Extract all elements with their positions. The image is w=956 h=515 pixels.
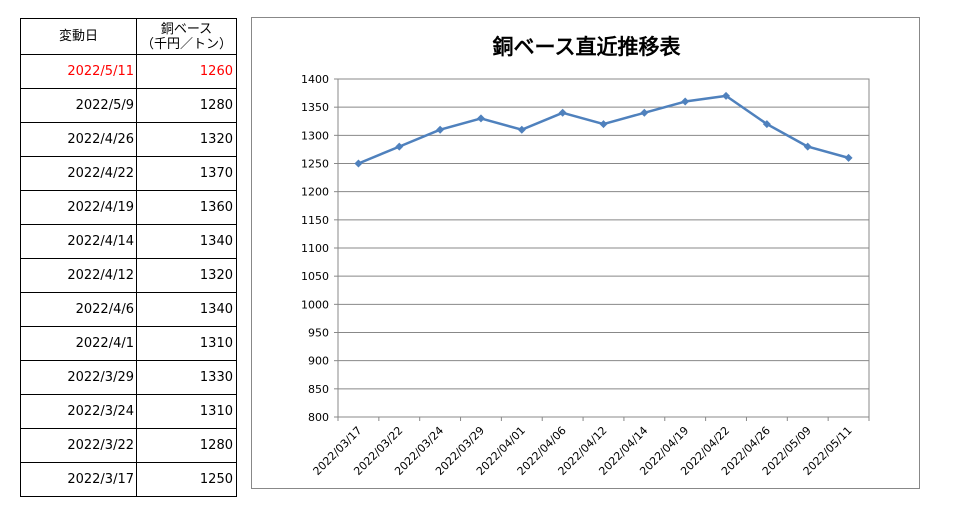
price-cell: 1320 bbox=[136, 122, 237, 157]
data-point bbox=[844, 153, 853, 162]
table-row: 2022/3/24 1310 bbox=[20, 394, 237, 429]
date-cell: 2022/3/24 bbox=[20, 394, 137, 429]
chart-frame: 800 850 900 950 1000 1050 1100 1150 1200 1250 1300… bbox=[251, 17, 920, 489]
table-row: 2022/3/22 1280 bbox=[20, 428, 237, 463]
table-row: 2022/4/22 1370 bbox=[20, 156, 237, 191]
date-cell: 2022/3/22 bbox=[20, 428, 137, 463]
date-cell: 2022/4/1 bbox=[20, 326, 137, 361]
line-chart: 800 850 900 950 1000 1050 1100 1150 1200 1250 1300… bbox=[301, 73, 870, 478]
date-cell: 2022/3/17 bbox=[20, 462, 137, 497]
y-tick-label: 850 bbox=[308, 383, 329, 396]
table-row: 2022/4/1 1310 bbox=[20, 326, 237, 361]
data-point bbox=[476, 114, 485, 123]
price-cell: 1250 bbox=[136, 462, 237, 497]
table-row: 2022/5/9 1280 bbox=[20, 88, 237, 123]
price-cell: 1340 bbox=[136, 292, 237, 327]
y-tick-label: 800 bbox=[308, 411, 329, 424]
price-cell: 1320 bbox=[136, 258, 237, 293]
price-cell: 1280 bbox=[136, 428, 237, 463]
date-cell: 2022/3/29 bbox=[20, 360, 137, 395]
header-price-line1: 銅ベース bbox=[160, 21, 213, 37]
data-point bbox=[803, 142, 812, 151]
table-row: 2022/4/19 1360 bbox=[20, 190, 237, 225]
y-tick-label: 1350 bbox=[301, 101, 329, 114]
date-cell: 2022/5/11 bbox=[20, 54, 137, 89]
table-row: 2022/4/6 1340 bbox=[20, 292, 237, 327]
date-cell: 2022/4/6 bbox=[20, 292, 137, 327]
data-point bbox=[599, 120, 608, 129]
price-table: 変動日 銅ベース （千円／トン） 2022/5/11 1260 2022/5/9 12… bbox=[20, 18, 237, 497]
data-point bbox=[558, 108, 567, 117]
date-cell: 2022/5/9 bbox=[20, 88, 137, 123]
date-cell: 2022/4/22 bbox=[20, 156, 137, 191]
data-point bbox=[517, 125, 526, 134]
data-point bbox=[640, 108, 649, 117]
data-point bbox=[681, 97, 690, 106]
table-row: 2022/4/26 1320 bbox=[20, 122, 237, 157]
data-point bbox=[722, 91, 731, 100]
data-point bbox=[354, 159, 363, 168]
date-cell: 2022/4/12 bbox=[20, 258, 137, 293]
y-tick-label: 1100 bbox=[301, 242, 329, 255]
y-tick-label: 900 bbox=[308, 355, 329, 368]
price-cell: 1370 bbox=[136, 156, 237, 191]
y-tick-label: 1200 bbox=[301, 186, 329, 199]
price-cell: 1280 bbox=[136, 88, 237, 123]
table-body: 2022/5/11 1260 2022/5/9 1280 2022/4/26 1320 20… bbox=[20, 54, 237, 497]
data-point bbox=[395, 142, 404, 151]
date-cell: 2022/4/14 bbox=[20, 224, 137, 259]
y-tick-label: 950 bbox=[308, 327, 329, 340]
data-point bbox=[436, 125, 445, 134]
y-tick-label: 1250 bbox=[301, 158, 329, 171]
y-tick-label: 1050 bbox=[301, 270, 329, 283]
y-tick-label: 1400 bbox=[301, 73, 329, 86]
y-tick-label: 1300 bbox=[301, 129, 329, 142]
table-row: 2022/5/11 1260 bbox=[20, 54, 237, 89]
table-row: 2022/4/12 1320 bbox=[20, 258, 237, 293]
series-line bbox=[357, 94, 849, 165]
y-tick-label: 1000 bbox=[301, 298, 329, 311]
table-row: 2022/3/29 1330 bbox=[20, 360, 237, 395]
price-cell: 1310 bbox=[136, 326, 237, 361]
price-cell: 1260 bbox=[136, 54, 237, 89]
y-tick-label: 1150 bbox=[301, 214, 329, 227]
price-cell: 1330 bbox=[136, 360, 237, 395]
chart-title: 銅ベース直近推移表 bbox=[492, 35, 681, 59]
date-cell: 2022/4/19 bbox=[20, 190, 137, 225]
date-cell: 2022/4/26 bbox=[20, 122, 137, 157]
table-row: 2022/4/14 1340 bbox=[20, 224, 237, 259]
price-cell: 1360 bbox=[136, 190, 237, 225]
price-cell: 1310 bbox=[136, 394, 237, 429]
price-cell: 1340 bbox=[136, 224, 237, 259]
header-date: 変動日 bbox=[20, 18, 137, 55]
header-price-line2: （千円／トン） bbox=[140, 36, 232, 52]
header-price: 銅ベース （千円／トン） bbox=[136, 18, 237, 55]
table-row: 2022/3/17 1250 bbox=[20, 462, 237, 497]
table-header-row: 変動日 銅ベース （千円／トン） bbox=[20, 18, 237, 55]
data-point bbox=[762, 120, 771, 129]
